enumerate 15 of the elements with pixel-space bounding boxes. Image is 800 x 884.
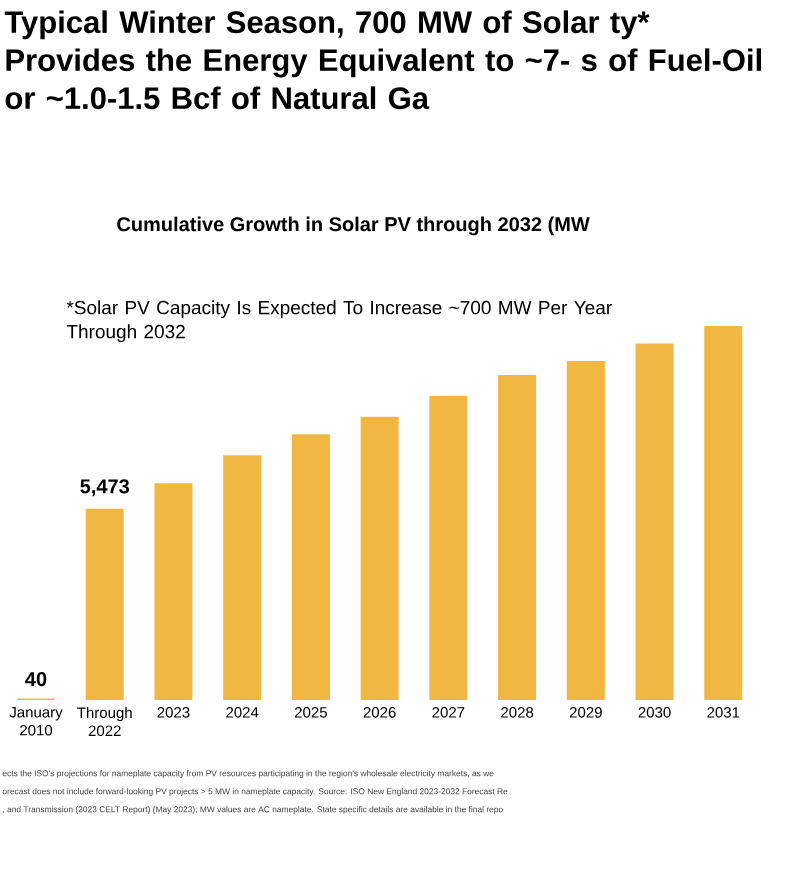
- bar: [704, 325, 743, 700]
- bar: [429, 395, 468, 700]
- bar: [635, 343, 674, 700]
- annotation: *Solar PV Capacity Is Expected To Increase ~700 MW Per Year Through 2032: [66, 300, 612, 343]
- bar: [154, 483, 193, 700]
- bar: [291, 434, 330, 700]
- data-label: 40: [25, 672, 47, 687]
- bar: [498, 374, 537, 700]
- bar: [360, 416, 399, 700]
- chart-subtitle: Cumulative Growth in Solar PV through 2032 (MW: [117, 216, 590, 236]
- data-label: 5,473: [80, 479, 130, 497]
- bar: [223, 455, 262, 700]
- chart-title: Typical Winter Season, 700 MW of Solar ty* Provides the Energy Equivalent to ~7- s of Fuel-Oil or ~1.0-1.5 Bcf of Natural Ga: [4, 10, 761, 110]
- bar: [566, 360, 605, 700]
- bar: [85, 508, 124, 700]
